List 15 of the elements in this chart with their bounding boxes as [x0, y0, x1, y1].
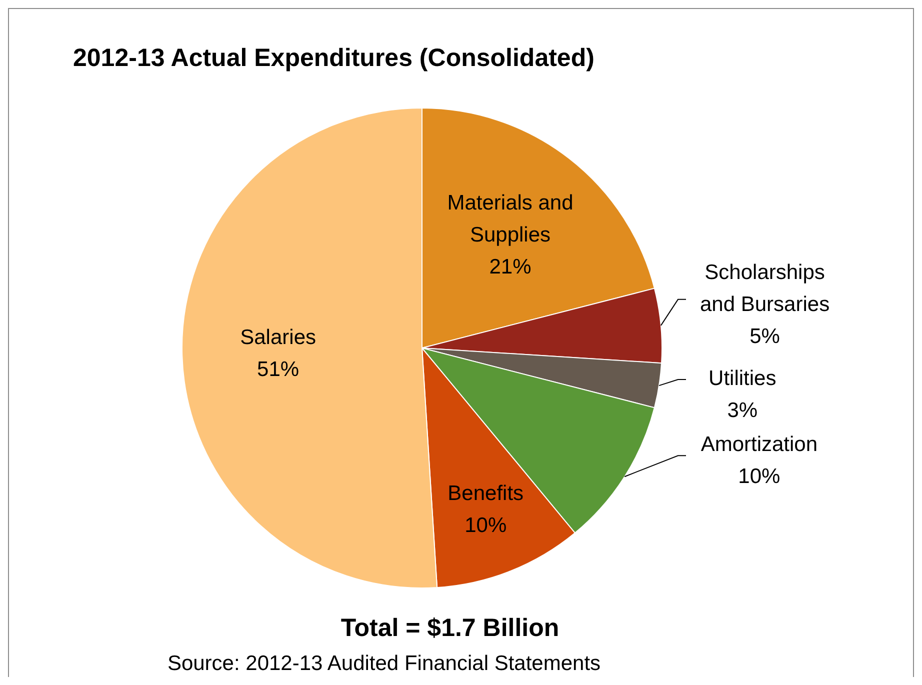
slice-label: Benefits — [448, 482, 524, 506]
data-label: 10% — [464, 514, 507, 538]
data-label: 21% — [489, 256, 532, 279]
source-note: Source: 2012-13 Audited Financial Statements — [167, 652, 601, 675]
data-label: 3% — [727, 398, 758, 422]
data-label: 51% — [257, 358, 300, 381]
slice-label: Amortization — [700, 432, 818, 456]
chart-title: 2012-13 Actual Expenditures (Consolidated) — [73, 44, 594, 72]
data-label: 10% — [738, 464, 780, 488]
data-label: 5% — [750, 324, 780, 348]
text: Total = $1.7 Billion — [340, 614, 560, 642]
slice-label: Scholarships and Bursaries — [700, 260, 830, 316]
slice-label: Salaries — [240, 326, 316, 349]
slice-label: Utilities — [708, 366, 776, 390]
slice-label: Materials and Supplies — [447, 192, 574, 247]
